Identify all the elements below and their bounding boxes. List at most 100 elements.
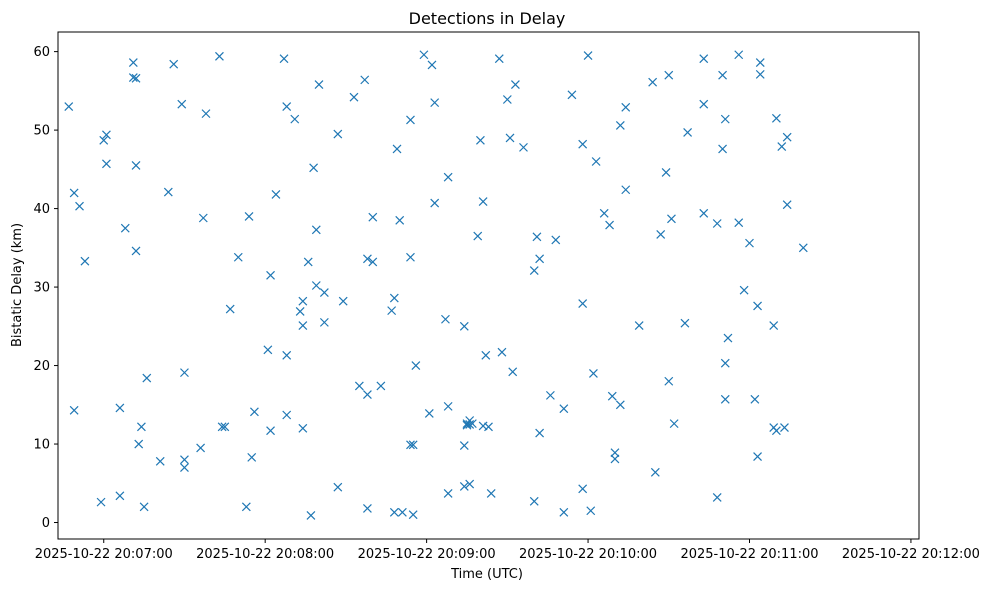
data-point [586,506,596,516]
data-point [290,114,300,124]
data-point [333,482,343,492]
data-point [615,400,625,410]
data-point [244,212,254,221]
data-point [718,144,728,154]
data-points [64,50,808,520]
data-point [163,187,173,197]
data-point [247,452,257,462]
data-point [406,115,415,125]
data-point [615,120,625,130]
data-point [368,212,378,222]
data-point [497,347,507,357]
x-tick-label: 2025-10-22 20:07:00 [35,547,173,562]
data-point [69,188,79,198]
data-point [478,197,488,206]
data-point [669,419,679,429]
x-tick-label: 2025-10-22 20:11:00 [680,547,818,562]
x-tick-label: 2025-10-22 20:08:00 [196,547,334,562]
data-point [198,213,208,223]
data-point [69,405,79,415]
data-point [376,381,386,391]
data-point [430,98,440,108]
data-point [180,463,189,473]
data-point [131,246,141,256]
data-point [349,92,359,102]
data-point [311,281,321,290]
data-point [306,511,316,520]
data-point [362,503,372,513]
x-tick-label: 2025-10-22 20:12:00 [842,547,980,562]
data-point [201,109,211,119]
data-point [397,507,407,517]
data-point [368,257,378,267]
data-point [753,452,762,462]
y-tick-label: 10 [33,438,50,453]
chart-title: Detections in Delay [409,9,566,28]
data-point [142,373,152,383]
data-point [680,318,690,328]
data-point [298,296,308,306]
data-point [484,422,493,432]
data-point [621,102,631,112]
data-point [298,321,308,330]
data-point [241,502,251,512]
data-point [798,243,808,253]
data-point [155,456,165,466]
data-point [354,381,364,391]
y-tick-label: 20 [33,359,50,374]
data-point [441,314,450,324]
data-point [115,403,125,413]
data-point [607,391,617,401]
data-point [362,254,372,264]
data-point [777,142,787,152]
data-point [782,200,792,210]
data-point [610,448,620,458]
data-point [589,368,598,378]
data-point [411,361,421,370]
data-point [720,114,730,124]
data-point [333,129,343,139]
data-point [683,128,693,137]
data-point [80,256,90,266]
data-point [467,419,477,429]
data-point [443,401,453,411]
data-point [128,73,138,82]
data-point [712,492,722,502]
data-point [605,220,615,230]
data-point [131,73,141,83]
data-point [621,185,631,195]
data-point [545,390,555,400]
data-point [311,225,321,235]
data-point [720,394,730,404]
data-point [494,54,504,64]
data-point [120,223,130,233]
data-point [519,142,528,152]
y-tick-label: 0 [42,516,50,531]
data-point [338,296,348,306]
data-point [389,507,399,517]
x-tick-label: 2025-10-22 20:10:00 [519,547,657,562]
data-point [591,157,601,166]
data-point [387,306,397,316]
data-point [249,407,259,417]
data-point [102,130,111,140]
data-point [266,426,275,436]
data-point [771,113,781,123]
data-point [559,507,569,517]
data-point [196,443,206,453]
data-point [408,510,418,520]
data-point [225,304,235,314]
x-tick-label: 2025-10-22 20:09:00 [358,547,496,562]
data-point [486,489,496,498]
data-point [656,230,666,239]
data-point [75,201,84,211]
data-point [599,208,609,218]
data-point [578,139,588,149]
data-point [169,59,179,69]
data-point [664,70,674,80]
data-point [102,159,111,169]
data-point [473,231,483,241]
data-point [362,390,372,400]
data-point [96,497,106,507]
